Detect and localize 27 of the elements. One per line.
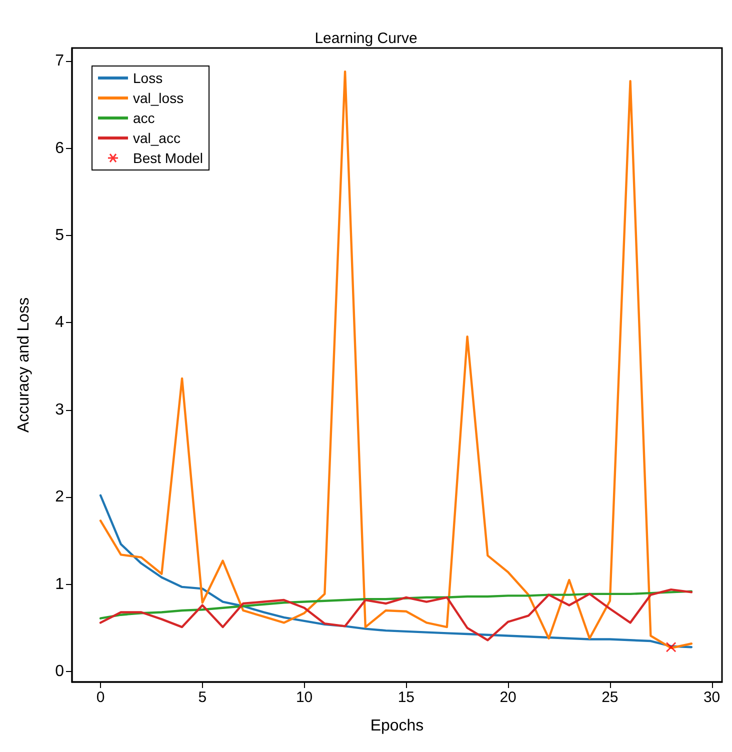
y-tick-label: 5: [55, 226, 64, 244]
x-tick-label: 30: [703, 689, 720, 706]
y-tick-label: 2: [55, 488, 64, 506]
x-tick-label: 25: [602, 689, 618, 706]
x-tick-label: 10: [296, 689, 313, 706]
x-tick-label: 5: [198, 689, 207, 706]
y-tick-label: 7: [55, 52, 64, 70]
legend-label: acc: [133, 110, 155, 126]
chart-title: Learning Curve: [314, 30, 418, 47]
legend-label: val_acc: [133, 130, 180, 146]
x-tick-label: 15: [398, 689, 415, 706]
x-tick-label: 20: [500, 689, 516, 706]
line-series: [99, 70, 693, 650]
x-axis-title: Epochs: [370, 718, 424, 734]
legend-label: Best Model: [133, 150, 204, 166]
line-series: [99, 494, 693, 648]
y-tick-label: 3: [55, 401, 64, 418]
y-tick-label: 1: [55, 576, 64, 593]
y-tick-label: 4: [55, 314, 64, 332]
y-axis-title: Accuracy and Loss: [16, 297, 32, 433]
legend-label: val_loss: [133, 90, 184, 106]
x-tick-label: 0: [96, 689, 105, 706]
y-tick-label: 0: [55, 663, 64, 680]
y-tick-label: 6: [55, 140, 64, 157]
line-series: [99, 590, 693, 620]
line-series: [99, 588, 693, 642]
legend-label: Loss: [133, 70, 163, 86]
